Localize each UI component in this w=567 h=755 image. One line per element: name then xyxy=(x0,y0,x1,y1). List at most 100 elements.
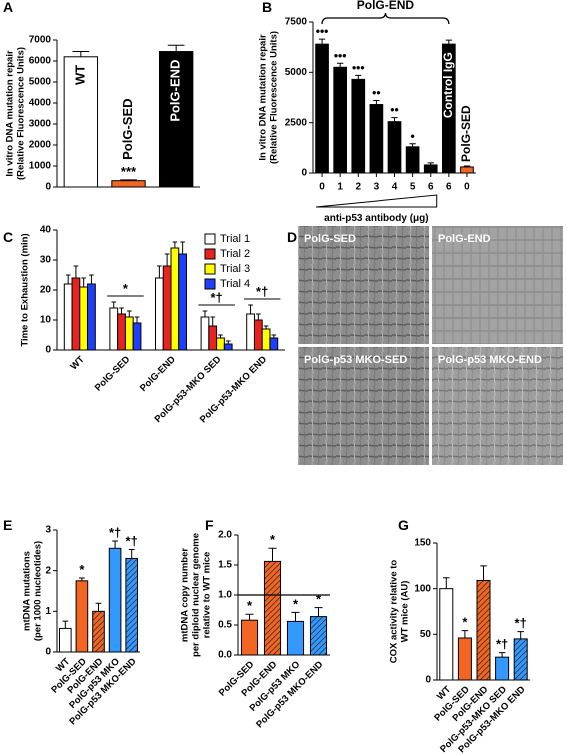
bar xyxy=(476,579,491,681)
panel-letter: E xyxy=(3,517,12,533)
panel-letter: B xyxy=(262,0,272,15)
legend-swatch xyxy=(204,263,216,275)
y-axis-label: Time to Exhaustion (min) xyxy=(20,233,31,346)
bar xyxy=(351,78,366,174)
bar xyxy=(162,265,172,351)
error-bar xyxy=(89,274,94,284)
error-bar xyxy=(120,179,137,181)
y-axis-label: COX activity relative to xyxy=(389,560,400,664)
error-bar xyxy=(443,577,450,589)
legend-swatch xyxy=(204,248,216,260)
bar xyxy=(117,313,126,351)
error-bar xyxy=(126,310,132,317)
bar-annotation: •• xyxy=(372,86,380,100)
y-tick-label: 40 xyxy=(40,225,52,236)
bar xyxy=(369,104,384,174)
bar-annotation: * xyxy=(316,592,322,607)
error-bar xyxy=(463,165,471,167)
error-bar xyxy=(245,613,254,621)
y-tick-label: 10 xyxy=(40,315,52,326)
bar-annotation: • xyxy=(411,129,415,143)
micrograph-label: PolG-p53 MKO-SED xyxy=(304,354,407,366)
y-tick-label: 5000 xyxy=(29,77,52,88)
bar xyxy=(216,337,225,351)
bar xyxy=(75,580,89,653)
y-axis-label: WT mice (AU) xyxy=(400,581,411,643)
error-bar xyxy=(73,265,79,278)
bar xyxy=(457,637,472,681)
panel-letter: F xyxy=(205,517,214,533)
bar xyxy=(240,619,259,656)
group-label: PolG-END xyxy=(357,0,415,12)
y-tick-label: 1.0 xyxy=(218,590,232,601)
bar-annotation: * xyxy=(293,596,299,611)
y-axis-label: per diploid nuclear genome xyxy=(191,533,202,657)
bar xyxy=(286,620,305,656)
y-tick-label: 7500 xyxy=(285,17,308,28)
dose-triangle xyxy=(316,194,438,208)
y-tick-label: 2000 xyxy=(29,140,52,151)
error-bar xyxy=(167,44,185,52)
bar-text: PolG-SED xyxy=(120,98,135,159)
y-tick-label: 3 xyxy=(45,525,51,536)
bar xyxy=(125,557,139,653)
y-tick-label: 2500 xyxy=(285,117,308,128)
error-bar xyxy=(128,549,135,559)
y-tick-label: 0 xyxy=(425,675,431,686)
panel-letter: A xyxy=(3,0,13,15)
error-bar xyxy=(517,631,524,639)
y-tick-label: 20 xyxy=(40,285,52,296)
error-bar xyxy=(336,62,344,68)
error-bar xyxy=(291,611,300,622)
error-bar xyxy=(202,310,208,317)
error-bar xyxy=(172,241,178,248)
y-axis-label: In vitro DNA mutation repair xyxy=(258,34,269,161)
error-bar xyxy=(111,301,117,308)
x-tick-label: 3 xyxy=(374,182,380,193)
y-axis-label: mtDNA mutations xyxy=(22,551,33,631)
panel-letter: G xyxy=(398,517,409,533)
bar xyxy=(405,146,420,174)
bar xyxy=(223,343,233,351)
bar xyxy=(63,283,73,351)
error-bar xyxy=(210,316,216,326)
bar xyxy=(387,121,402,174)
error-bar xyxy=(268,547,277,562)
micrograph-label: PolG-SED xyxy=(304,233,356,245)
bar-annotation: •• xyxy=(390,103,398,117)
legend-swatch xyxy=(204,278,216,290)
y-tick-label: 0 xyxy=(45,647,51,658)
bar xyxy=(315,43,329,174)
error-bar xyxy=(65,274,71,284)
y-axis-label: mtDNA copy number xyxy=(180,548,191,642)
bar xyxy=(111,180,146,188)
y-axis-label: In vitro DNA mutation repair xyxy=(5,50,16,177)
bar xyxy=(92,610,105,653)
legend-swatch xyxy=(204,233,216,245)
y-tick-label: 0 xyxy=(45,345,51,356)
bar xyxy=(460,166,474,174)
error-bar xyxy=(445,39,453,45)
error-bar xyxy=(318,38,326,45)
significance-label: *† xyxy=(210,290,222,305)
error-bar xyxy=(355,74,362,80)
bar xyxy=(108,547,122,653)
y-tick-label: 100 xyxy=(414,583,431,594)
y-tick-label: 0 xyxy=(301,168,307,179)
bar xyxy=(246,313,255,351)
y-tick-label: 2 xyxy=(45,565,51,576)
panel-letter: D xyxy=(287,229,297,245)
bar xyxy=(208,325,218,351)
bar-annotation: *** xyxy=(121,164,137,179)
y-tick-label: 1 xyxy=(45,606,51,617)
x-tick-label: 0 xyxy=(464,182,470,193)
y-tick-label: 150 xyxy=(414,538,431,549)
bar xyxy=(178,253,188,351)
bar xyxy=(261,328,271,351)
bar xyxy=(439,588,454,681)
x-tick-label: 5 xyxy=(410,182,416,193)
error-bar xyxy=(157,265,162,278)
significance-label: *† xyxy=(256,284,268,299)
legend-label: Trial 1 xyxy=(220,233,250,245)
